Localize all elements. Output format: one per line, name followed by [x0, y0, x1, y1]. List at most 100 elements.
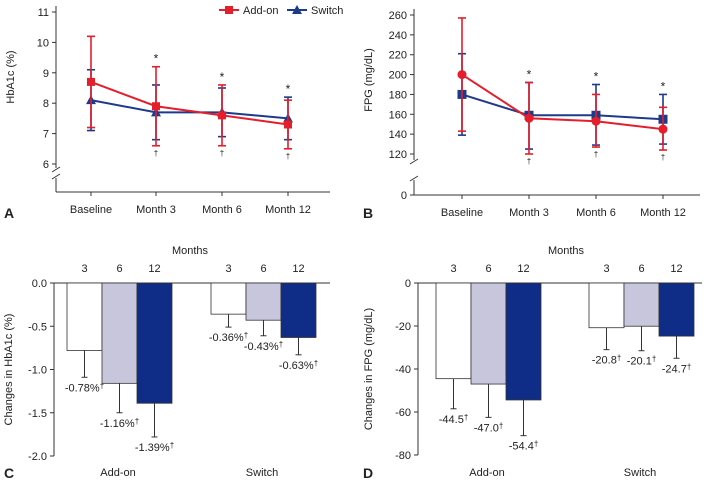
legend: Add-on Switch [219, 5, 343, 17]
significance-dagger: † [594, 150, 598, 159]
significance-dagger: † [661, 153, 665, 162]
y-tick-label: -2.0 [28, 451, 47, 463]
x-tick-label: Baseline [441, 207, 483, 219]
panel-b-fpg-line-chart: 120 140 160 180 200 220 240 260 0 Baseline Month 3… [363, 9, 700, 221]
addon-data-point [218, 111, 226, 120]
y-tick-label: 0 [405, 278, 411, 290]
bar-switch-month-12 [658, 282, 695, 337]
month-sub-label: 12 [670, 263, 682, 275]
significance-dagger: † [154, 149, 158, 158]
months-title: Months [548, 245, 585, 257]
y-tick-label: 11 [38, 7, 49, 19]
legend-switch-label: Switch [311, 5, 343, 17]
bar-value-label: -1.39%† [135, 441, 174, 454]
addon-data-point [524, 113, 534, 123]
switch-series-line [90, 99, 289, 120]
month-sub-label: 12 [292, 263, 304, 275]
bar-value-label: -0.36%† [209, 331, 248, 344]
x-tick-label: Baseline [70, 204, 112, 216]
y-tick-label: 200 [389, 70, 407, 82]
legend-addon-label: Add-on [243, 5, 278, 17]
bar-value-label: -20.1† [627, 355, 657, 368]
bar-value-label: -0.78%† [65, 381, 104, 394]
month-sub-label: 12 [517, 263, 529, 275]
bar-value-label: -1.16%† [100, 417, 139, 430]
bar-switch-month-6 [245, 282, 282, 321]
bar-value-label: -20.8† [592, 354, 622, 367]
panel-letter: D [363, 465, 373, 481]
addon-data-point [284, 120, 292, 129]
add-on-series-line [461, 73, 664, 131]
switch-series-line [461, 93, 664, 121]
axis-break-mark [51, 166, 61, 173]
group-label: Add-on [100, 467, 135, 479]
panel-c-hba1c-change-bar-chart: Months 0.0 -0.5 -1.0 -1.5 -2.0 Changes in HbA1… [3, 245, 330, 481]
y-tick-label: -60 [395, 407, 411, 419]
bar-value-label: -0.43%† [244, 340, 283, 353]
y-tick-label: -80 [395, 450, 411, 462]
y-tick-label: 180 [389, 89, 407, 101]
bar-add-on-month-12 [505, 282, 542, 401]
month-sub-label: 6 [485, 263, 491, 275]
bar-add-on-month-6 [101, 282, 138, 384]
panel-d-fpg-change-bar-chart: Months 0 -20 -40 -60 -80 Changes in FPG (mg/dL… [363, 245, 702, 481]
y-tick-label: 240 [389, 30, 407, 42]
axis-break-mark [51, 173, 61, 180]
group-label: Switch [624, 467, 656, 479]
significance-dagger: † [220, 149, 224, 158]
y-tick-label: 6 [43, 159, 49, 171]
significance-star: * [154, 52, 159, 66]
y-tick-label: 0.0 [32, 278, 47, 290]
y-tick-label: 8 [43, 98, 49, 110]
month-sub-label: 6 [260, 263, 266, 275]
month-sub-label: 3 [225, 263, 231, 275]
y-tick-label: -20 [395, 321, 411, 333]
y-axis-title: FPG (mg/dL) [363, 48, 375, 112]
significance-star: * [594, 70, 599, 84]
panel-letter: C [4, 465, 14, 481]
y-tick-label: 7 [43, 129, 49, 141]
y-tick-label: 260 [389, 10, 407, 22]
panel-letter: A [4, 205, 14, 221]
add-on-series-line [90, 80, 289, 126]
month-sub-label: 6 [116, 263, 122, 275]
bar-add-on-month-3 [66, 282, 103, 351]
panel-a-hba1c-line-chart: 6 7 8 9 10 11 Baseline Month 3 Month 6 Month 12 Hb… [4, 6, 330, 221]
bar-switch-month-6 [623, 282, 660, 327]
addon-data-point [658, 124, 668, 134]
significance-star: * [286, 82, 291, 96]
months-title: Months [172, 245, 209, 257]
y-tick-label: 120 [389, 149, 407, 161]
bar-switch-month-12 [280, 282, 317, 338]
bar-value-label: -47.0† [474, 421, 504, 434]
x-tick-label: Month 6 [576, 207, 616, 219]
y-tick-label: 160 [389, 109, 407, 121]
group-label: Add-on [469, 467, 504, 479]
significance-star: * [220, 70, 225, 84]
bar-value-label: -0.63%† [279, 359, 318, 372]
addon-data-point [152, 102, 160, 111]
y-axis-title: Changes in FPG (mg/dL) [363, 308, 375, 430]
x-tick-label: Month 6 [202, 204, 242, 216]
group-label: Switch [246, 467, 278, 479]
bar-add-on-month-6 [470, 282, 507, 385]
x-tick-label: Month 12 [265, 204, 311, 216]
y-tick-label: 140 [389, 129, 407, 141]
addon-data-point [87, 77, 95, 86]
y-tick-label: 0 [401, 190, 407, 202]
month-sub-label: 3 [450, 263, 456, 275]
y-tick-label: -1.5 [28, 408, 47, 420]
x-tick-label: Month 3 [509, 207, 549, 219]
x-tick-label: Month 3 [136, 204, 176, 216]
bar-switch-month-3 [210, 282, 247, 315]
bar-value-label: -24.7† [662, 362, 692, 375]
significance-star: * [527, 68, 532, 82]
axis-break-mark [409, 158, 419, 165]
panel-letter: B [363, 205, 373, 221]
x-tick-label: Month 12 [640, 207, 686, 219]
legend-switch-marker [292, 5, 302, 14]
month-sub-label: 3 [603, 263, 609, 275]
bar-switch-month-3 [588, 282, 625, 329]
axis-break-mark [409, 175, 419, 182]
